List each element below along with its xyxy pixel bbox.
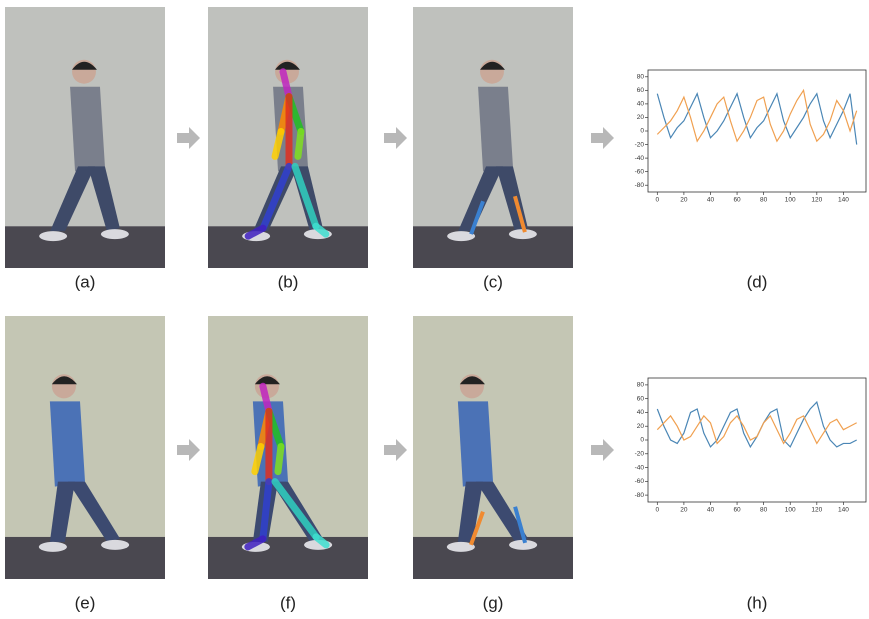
- x-tick-label: 20: [680, 507, 688, 514]
- y-tick-label: -80: [635, 492, 645, 499]
- y-tick-label: 40: [637, 101, 645, 108]
- x-tick-label: 140: [838, 197, 849, 204]
- panel-label: (b): [278, 272, 299, 291]
- x-tick-label: 20: [680, 197, 688, 204]
- floor: [413, 537, 573, 579]
- panel-label: (c): [483, 272, 503, 291]
- torso: [478, 87, 513, 172]
- x-tick-label: 80: [760, 197, 768, 204]
- x-tick-label: 80: [760, 507, 768, 514]
- x-tick-label: 120: [811, 197, 822, 204]
- arrow: [177, 439, 200, 461]
- x-tick-label: 60: [733, 507, 741, 514]
- figure: (a) (b) (c) (d) (e) (f) (g) (h) -80 -60 -4…: [0, 0, 869, 619]
- x-tick-label: 140: [838, 507, 849, 514]
- y-tick-label: -40: [635, 155, 645, 162]
- x-tick-label: 100: [785, 197, 796, 204]
- y-tick-label: -20: [635, 450, 645, 457]
- photo: [208, 7, 368, 268]
- photo: [208, 316, 368, 579]
- y-tick-label: 0: [640, 437, 644, 444]
- y-tick-label: -80: [635, 182, 645, 189]
- floor: [5, 537, 165, 579]
- shoe: [39, 231, 67, 241]
- y-tick-label: 80: [637, 73, 645, 80]
- skeleton-segment: [278, 446, 281, 471]
- panel-label: (a): [75, 272, 96, 291]
- photo: [5, 7, 165, 268]
- photo: [413, 7, 573, 268]
- x-tick-label: 40: [707, 197, 715, 204]
- arrow: [591, 439, 614, 461]
- skeleton-segment: [298, 132, 301, 157]
- torso: [50, 401, 85, 486]
- y-tick-label: 60: [637, 395, 645, 402]
- panel-label: (f): [280, 593, 296, 612]
- floor: [5, 226, 165, 268]
- x-tick-label: 40: [707, 507, 715, 514]
- shoe: [39, 542, 67, 552]
- plot-frame: [648, 378, 866, 502]
- y-tick-label: 0: [640, 128, 644, 135]
- arrow: [177, 127, 200, 149]
- y-tick-label: 80: [637, 382, 645, 389]
- arrow: [384, 127, 407, 149]
- floor: [413, 226, 573, 268]
- torso: [70, 87, 105, 172]
- y-tick-label: -40: [635, 464, 645, 471]
- shoe: [101, 229, 129, 239]
- y-tick-label: 60: [637, 87, 645, 94]
- arrow: [384, 439, 407, 461]
- panel-label: (d): [747, 272, 768, 291]
- x-tick-label: 0: [655, 197, 659, 204]
- panel-label: (e): [75, 593, 96, 612]
- floor: [208, 226, 368, 268]
- arrow: [591, 127, 614, 149]
- y-tick-label: 40: [637, 409, 645, 416]
- photo: [413, 316, 573, 579]
- panel-label: (h): [747, 593, 768, 612]
- x-tick-label: 100: [785, 507, 796, 514]
- y-tick-label: -60: [635, 168, 645, 175]
- torso: [458, 401, 493, 486]
- x-tick-label: 120: [811, 507, 822, 514]
- floor: [208, 537, 368, 579]
- y-tick-label: -20: [635, 141, 645, 148]
- photo: [5, 316, 165, 579]
- y-tick-label: 20: [637, 423, 645, 430]
- x-tick-label: 60: [733, 197, 741, 204]
- x-tick-label: 0: [655, 507, 659, 514]
- y-tick-label: 20: [637, 114, 645, 121]
- panel-label: (g): [483, 593, 504, 612]
- y-tick-label: -60: [635, 478, 645, 485]
- shoe: [101, 540, 129, 550]
